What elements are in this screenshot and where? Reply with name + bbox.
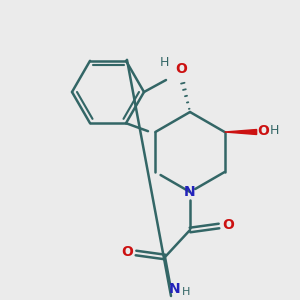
Polygon shape	[225, 130, 256, 134]
Text: H: H	[270, 124, 279, 137]
Text: H: H	[159, 56, 169, 68]
Text: O: O	[121, 245, 133, 259]
Text: O: O	[175, 62, 187, 76]
Text: O: O	[258, 124, 270, 138]
Text: N: N	[169, 282, 181, 296]
Text: O: O	[222, 218, 234, 232]
Text: H: H	[182, 287, 190, 297]
Text: N: N	[184, 185, 196, 199]
